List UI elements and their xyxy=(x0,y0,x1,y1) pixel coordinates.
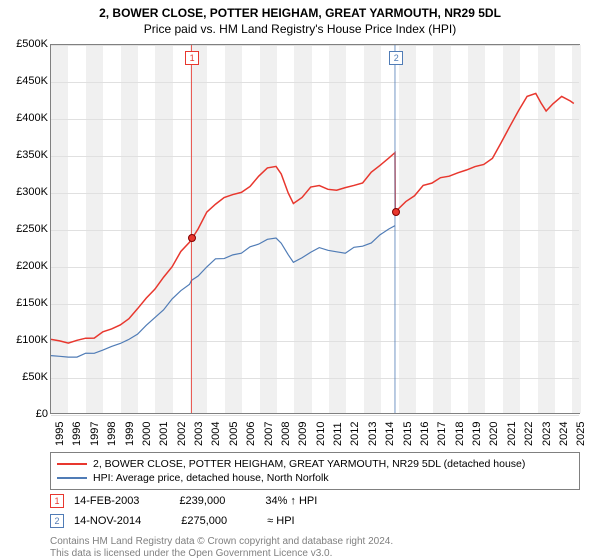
x-tick-label: 2009 xyxy=(297,422,309,446)
y-tick-label: £100K xyxy=(4,334,48,346)
x-tick-label: 1996 xyxy=(71,422,83,446)
legend-swatch-2 xyxy=(57,477,87,479)
transaction-date: 14-FEB-2003 xyxy=(74,495,139,507)
x-tick-label: 2014 xyxy=(384,422,396,446)
transaction-price: £239,000 xyxy=(179,495,225,507)
x-tick-label: 2023 xyxy=(541,422,553,446)
x-tick-label: 2020 xyxy=(488,422,500,446)
footer-attribution: Contains HM Land Registry data © Crown c… xyxy=(50,536,393,560)
x-tick-label: 2013 xyxy=(367,422,379,446)
transaction-note: 34% ↑ HPI xyxy=(265,495,317,507)
transaction-row-1: 1 14-FEB-2003 £239,000 34% ↑ HPI xyxy=(50,494,317,508)
y-tick-label: £250K xyxy=(4,223,48,235)
transaction-row-2: 2 14-NOV-2014 £275,000 ≈ HPI xyxy=(50,514,295,528)
transaction-dot xyxy=(392,208,400,216)
x-tick-label: 2011 xyxy=(332,422,344,446)
transaction-date: 14-NOV-2014 xyxy=(74,515,141,527)
y-tick-label: £200K xyxy=(4,260,48,272)
y-tick-label: £400K xyxy=(4,112,48,124)
y-tick-label: £500K xyxy=(4,38,48,50)
x-tick-label: 2017 xyxy=(436,422,448,446)
x-tick-label: 2016 xyxy=(419,422,431,446)
y-tick-label: £300K xyxy=(4,186,48,198)
footer-line-2: This data is licensed under the Open Gov… xyxy=(50,548,393,560)
y-tick-label: £150K xyxy=(4,297,48,309)
plot-area: 12 xyxy=(50,44,580,414)
x-tick-label: 1999 xyxy=(124,422,136,446)
x-tick-label: 1997 xyxy=(89,422,101,446)
y-tick-label: £350K xyxy=(4,149,48,161)
x-tick-label: 2001 xyxy=(158,422,170,446)
transaction-marker-2: 2 xyxy=(50,514,64,528)
x-tick-label: 2024 xyxy=(558,422,570,446)
x-tick-label: 2000 xyxy=(141,422,153,446)
y-tick-label: £450K xyxy=(4,75,48,87)
x-tick-label: 2004 xyxy=(210,422,222,446)
footer-line-1: Contains HM Land Registry data © Crown c… xyxy=(50,536,393,548)
y-tick-label: £50K xyxy=(4,371,48,383)
legend-swatch-1 xyxy=(57,463,87,465)
x-tick-label: 2018 xyxy=(454,422,466,446)
legend-row: HPI: Average price, detached house, Nort… xyxy=(57,471,573,485)
transaction-price: £275,000 xyxy=(181,515,227,527)
chart-container: 2, BOWER CLOSE, POTTER HEIGHAM, GREAT YA… xyxy=(0,0,600,560)
legend-label-1: 2, BOWER CLOSE, POTTER HEIGHAM, GREAT YA… xyxy=(93,458,525,470)
x-tick-label: 2015 xyxy=(402,422,414,446)
series-line-property xyxy=(51,93,574,343)
x-tick-label: 2012 xyxy=(349,422,361,446)
gridline xyxy=(51,415,579,416)
x-tick-label: 2006 xyxy=(245,422,257,446)
x-tick-label: 2002 xyxy=(176,422,188,446)
x-tick-label: 2025 xyxy=(575,422,587,446)
legend-row: 2, BOWER CLOSE, POTTER HEIGHAM, GREAT YA… xyxy=(57,457,573,471)
line-layer xyxy=(51,45,579,413)
transaction-dot xyxy=(188,234,196,242)
x-tick-label: 2021 xyxy=(506,422,518,446)
chart-title-line1: 2, BOWER CLOSE, POTTER HEIGHAM, GREAT YA… xyxy=(0,0,600,20)
chart-title-line2: Price paid vs. HM Land Registry's House … xyxy=(0,20,600,40)
transaction-marker-1: 1 xyxy=(50,494,64,508)
legend-box: 2, BOWER CLOSE, POTTER HEIGHAM, GREAT YA… xyxy=(50,452,580,490)
series-line-hpi xyxy=(51,226,395,357)
transaction-marker-box: 2 xyxy=(389,51,403,65)
x-tick-label: 2007 xyxy=(263,422,275,446)
x-tick-label: 2008 xyxy=(280,422,292,446)
x-tick-label: 2019 xyxy=(471,422,483,446)
x-tick-label: 2003 xyxy=(193,422,205,446)
y-tick-label: £0 xyxy=(4,408,48,420)
x-tick-label: 2005 xyxy=(228,422,240,446)
x-tick-label: 2022 xyxy=(523,422,535,446)
x-tick-label: 2010 xyxy=(315,422,327,446)
x-tick-label: 1995 xyxy=(54,422,66,446)
x-tick-label: 1998 xyxy=(106,422,118,446)
transaction-marker-box: 1 xyxy=(185,51,199,65)
legend-label-2: HPI: Average price, detached house, Nort… xyxy=(93,472,329,484)
transaction-note: ≈ HPI xyxy=(267,515,294,527)
